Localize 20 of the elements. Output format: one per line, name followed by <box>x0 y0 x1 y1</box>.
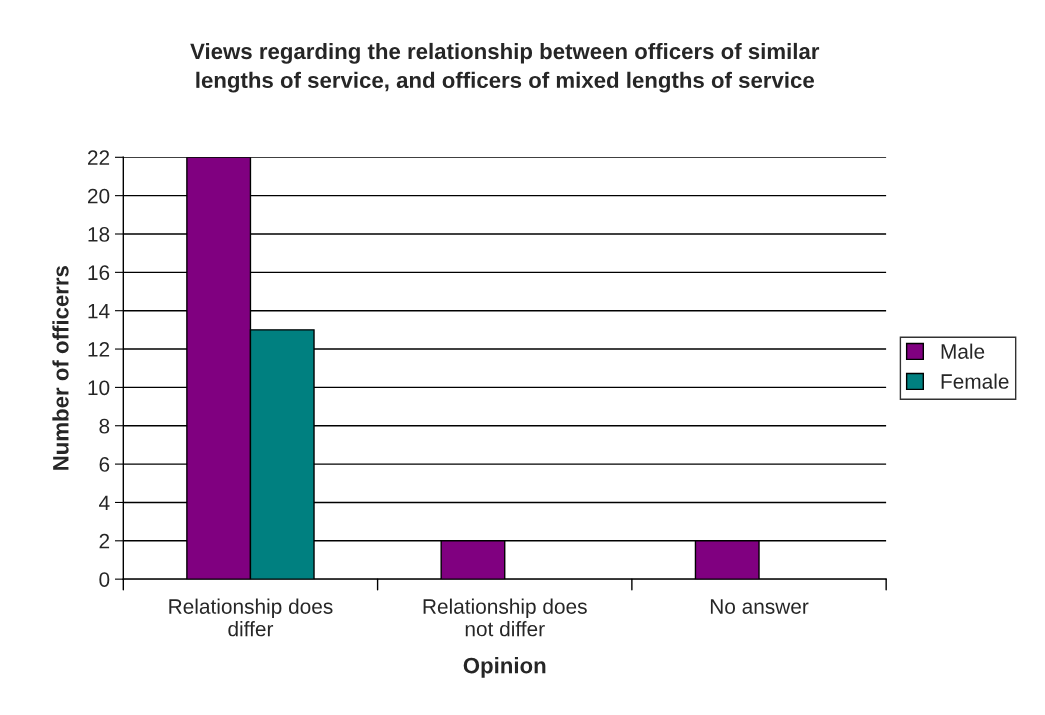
y-tick-label: 2 <box>99 533 110 549</box>
x-tick-label: Relationship does not differ <box>423 598 587 637</box>
y-tick-label: 0 <box>99 572 110 587</box>
y-tick-label: 16 <box>88 265 110 281</box>
y-tick-label: 18 <box>88 227 110 242</box>
y-tick-label: 8 <box>99 418 110 434</box>
legend-label: Female <box>941 373 1009 389</box>
x-tick-label: Relationship does differ <box>169 598 333 637</box>
y-axis-title: Number of officerrs <box>52 266 69 470</box>
x-axis-title: Opinion <box>463 657 546 678</box>
y-tick-label: 14 <box>88 303 110 319</box>
y-tick-label: 4 <box>99 495 110 510</box>
chart-title: Views regarding the relationship between officers of similar lengths of service, and officers of mixed lengths of service <box>190 42 820 93</box>
x-tick-label: No answer <box>710 599 809 614</box>
y-tick-label: 12 <box>88 342 110 357</box>
y-tick-label: 10 <box>88 380 110 396</box>
y-tick-label: 22 <box>87 150 110 165</box>
y-tick-label: 6 <box>99 457 110 472</box>
y-tick-label: 20 <box>87 188 110 204</box>
legend-label: Male <box>941 343 985 359</box>
